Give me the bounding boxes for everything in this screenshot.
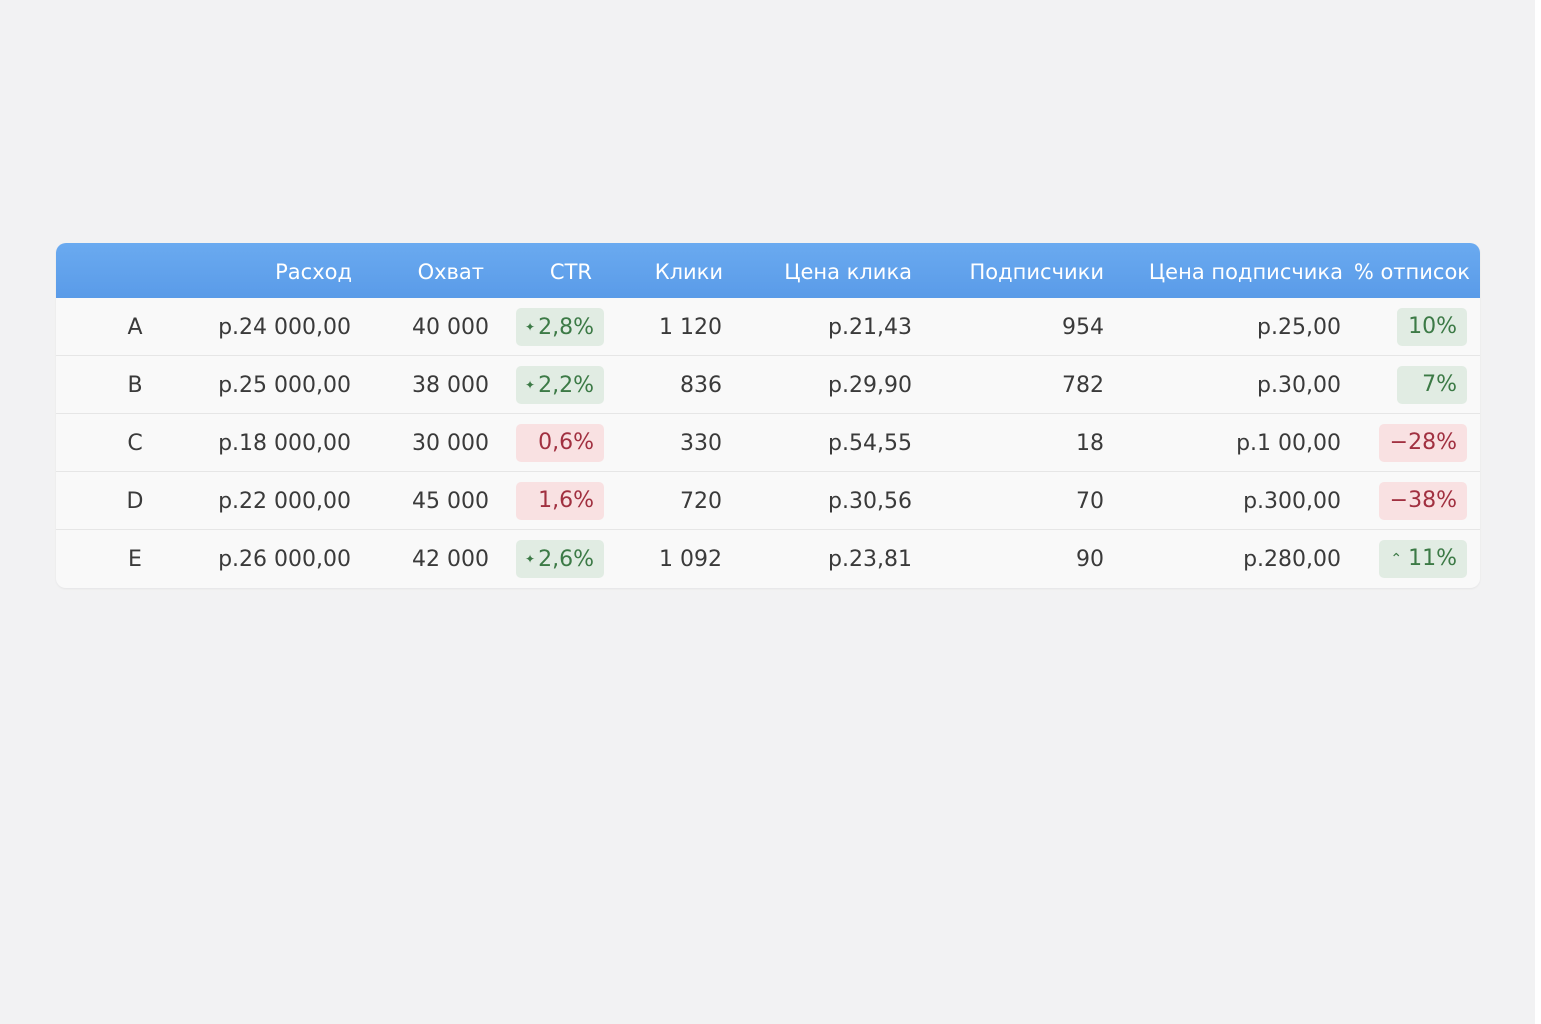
campaign-table: Расход Охват CTR Клики Цена клика Подпис… xyxy=(56,243,1480,588)
spend-cell: р.22 000,00 xyxy=(218,489,351,514)
cost-per-subscriber-cell: р.300,00 xyxy=(1243,489,1341,514)
unsubscribe-badge: 10% xyxy=(1397,308,1467,346)
header-reach[interactable]: Охват xyxy=(417,260,484,284)
reach-cell: 30 000 xyxy=(412,431,489,456)
unsubscribe-value: −38% xyxy=(1389,488,1457,513)
ctr-badge: 1,6% xyxy=(516,482,604,520)
header-ctr[interactable]: CTR xyxy=(549,260,592,284)
unsubscribe-value: 10% xyxy=(1408,314,1457,339)
subscribers-cell: 954 xyxy=(1062,315,1104,340)
subscribers-cell: 782 xyxy=(1062,373,1104,398)
caret-up-icon: ⌃ xyxy=(1390,551,1403,567)
unsubscribe-badge: −28% xyxy=(1379,424,1467,462)
subscribers-cell: 18 xyxy=(1076,431,1104,456)
table-header: Расход Охват CTR Клики Цена клика Подпис… xyxy=(56,243,1480,298)
cost-per-click-cell: р.30,56 xyxy=(828,489,912,514)
header-subscribers[interactable]: Подписчики xyxy=(969,260,1104,284)
row-label: A xyxy=(127,315,143,340)
spend-cell: р.18 000,00 xyxy=(218,431,351,456)
cost-per-click-cell: р.54,55 xyxy=(828,431,912,456)
spend-cell: р.26 000,00 xyxy=(218,547,351,572)
ctr-badge: 0,6% xyxy=(516,424,604,462)
ctr-value: 2,8% xyxy=(538,315,594,340)
ctr-badge: ✦ 2,2% xyxy=(516,366,604,404)
unsubscribe-badge: 7% xyxy=(1397,366,1467,404)
row-label: E xyxy=(128,547,142,572)
window-edge xyxy=(1535,0,1541,1024)
header-clicks[interactable]: Клики xyxy=(654,260,723,284)
cost-per-click-cell: р.29,90 xyxy=(828,373,912,398)
header-unsubscribe-rate[interactable]: % отписок xyxy=(1353,260,1470,284)
reach-cell: 42 000 xyxy=(412,547,489,572)
ctr-value: 1,6% xyxy=(538,488,594,513)
row-label: D xyxy=(126,489,144,514)
sparkle-icon: ✦ xyxy=(525,320,536,334)
unsubscribe-badge: −38% xyxy=(1379,482,1467,520)
ctr-value: 2,2% xyxy=(538,373,594,398)
ctr-badge: ✦ 2,8% xyxy=(516,308,604,346)
subscribers-cell: 70 xyxy=(1076,489,1104,514)
header-cost-per-subscriber[interactable]: Цена подписчика xyxy=(1148,260,1343,284)
row-label: B xyxy=(127,373,143,398)
spend-cell: р.25 000,00 xyxy=(218,373,351,398)
ctr-badge: ✦ 2,6% xyxy=(516,540,604,578)
clicks-cell: 720 xyxy=(680,489,722,514)
cost-per-click-cell: р.21,43 xyxy=(828,315,912,340)
reach-cell: 45 000 xyxy=(412,489,489,514)
cost-per-subscriber-cell: р.1 00,00 xyxy=(1236,431,1341,456)
clicks-cell: 1 092 xyxy=(659,547,722,572)
clicks-cell: 836 xyxy=(680,373,722,398)
unsubscribe-value: 7% xyxy=(1422,372,1457,397)
cost-per-subscriber-cell: р.280,00 xyxy=(1243,547,1341,572)
cost-per-subscriber-cell: р.25,00 xyxy=(1257,315,1341,340)
spend-cell: р.24 000,00 xyxy=(218,315,351,340)
unsubscribe-badge: ⌃ 11% xyxy=(1379,540,1467,578)
header-cost-per-click[interactable]: Цена клика xyxy=(784,260,912,284)
unsubscribe-value: −28% xyxy=(1389,430,1457,455)
sparkle-icon: ✦ xyxy=(525,378,536,392)
unsubscribe-value: 11% xyxy=(1408,546,1457,571)
clicks-cell: 330 xyxy=(680,431,722,456)
sparkle-icon: ✦ xyxy=(525,552,536,566)
ctr-value: 0,6% xyxy=(538,430,594,455)
clicks-cell: 1 120 xyxy=(659,315,722,340)
cost-per-click-cell: р.23,81 xyxy=(828,547,912,572)
subscribers-cell: 90 xyxy=(1076,547,1104,572)
row-label: C xyxy=(127,431,143,456)
ctr-value: 2,6% xyxy=(538,547,594,572)
reach-cell: 38 000 xyxy=(412,373,489,398)
reach-cell: 40 000 xyxy=(412,315,489,340)
header-spend[interactable]: Расход xyxy=(275,260,352,284)
cost-per-subscriber-cell: р.30,00 xyxy=(1257,373,1341,398)
